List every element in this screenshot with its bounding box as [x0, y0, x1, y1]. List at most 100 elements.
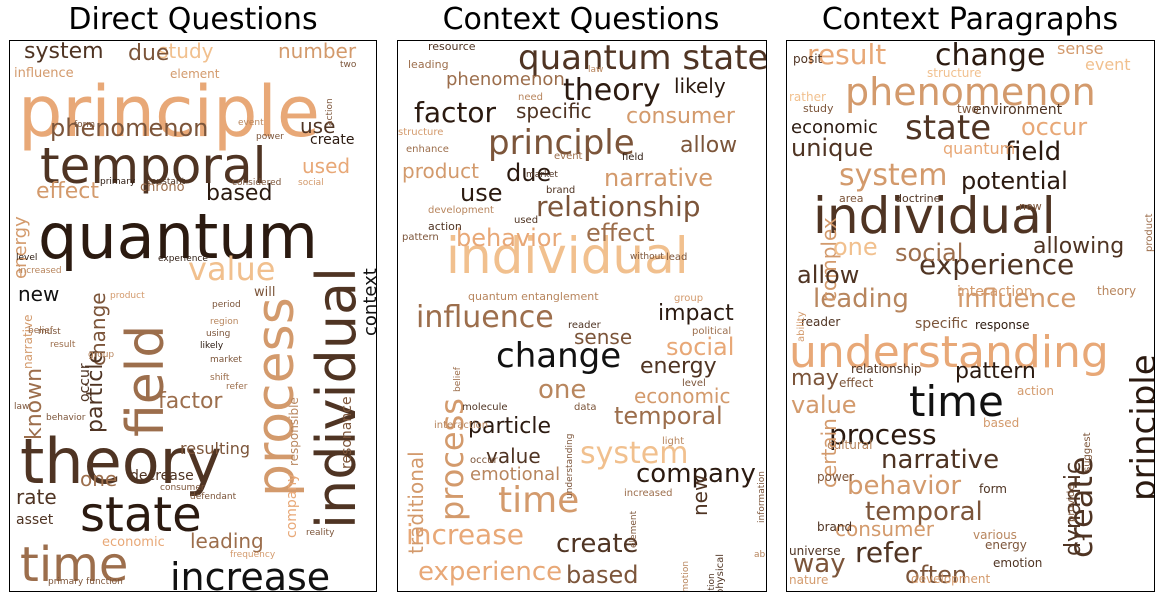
cloud-word: market [210, 355, 242, 365]
cloud-word: development [911, 572, 991, 586]
cloud-word: asset [16, 512, 54, 528]
cloud-area: principle quantum theory temporal individual… [10, 41, 376, 591]
cloud-word: emotional [470, 464, 561, 485]
cloud-word: leading [408, 58, 449, 71]
cloud-word: may [791, 366, 839, 391]
cloud-word: factor [158, 389, 223, 414]
cloud-word: consumer [835, 517, 935, 541]
cloud-word: market [526, 170, 558, 180]
panel-title-1: Direct Questions [68, 2, 318, 37]
cloud-word: suggest [1082, 432, 1093, 472]
cloud-word: increased [624, 488, 673, 499]
cloud-word: level [16, 253, 38, 263]
cloud-word: value [188, 250, 276, 288]
cloud-word: system [24, 40, 104, 64]
cloud-word: use [300, 114, 336, 138]
cloud-word: increased [18, 266, 62, 276]
cloud-word: area [839, 192, 864, 205]
cloud-word: behavior [456, 224, 562, 252]
cloud-word: brand [817, 520, 853, 534]
cloud-word: group [674, 293, 704, 304]
cloud-area: individual quantum state principle change th… [398, 41, 766, 591]
cloud-word: rate [16, 485, 57, 509]
cloud-word: power [817, 470, 855, 484]
cloud-word: theory [20, 425, 222, 498]
cloud-word: shift [210, 373, 230, 383]
cloud-word: two [340, 60, 357, 70]
cloud-word: number [278, 40, 357, 63]
cloud-word: system [580, 436, 689, 471]
cloud-word: field [116, 324, 176, 437]
cloud-word: political [692, 326, 732, 337]
cloud-word: based [206, 181, 273, 206]
cloud-word: physical [715, 554, 726, 592]
cloud-word: temporal [865, 497, 983, 527]
cloud-word: field [1005, 137, 1062, 167]
cloud-word: data [574, 402, 597, 413]
cloud-word: frequency [230, 550, 276, 560]
cloud-word: due [506, 159, 552, 187]
cloud-word: leading [813, 284, 909, 314]
cloud-word: law [588, 65, 604, 75]
cloud-word: narrative [604, 164, 713, 192]
cloud-word: theory [1097, 284, 1137, 298]
cloud-word: individual [305, 266, 368, 529]
cloud-word: temporal [614, 402, 723, 430]
cloud-word: influence [416, 300, 554, 335]
cloud-word: reader [801, 315, 841, 329]
cloud-word: economic [102, 535, 165, 550]
cloud-word: likely [674, 74, 726, 98]
word-cloud-context-paragraphs: understanding individual time phenomenon sta… [786, 40, 1155, 592]
cloud-word: change [935, 40, 1046, 73]
cloud-word: group [88, 350, 115, 360]
cloud-word: refer [226, 382, 248, 392]
cloud-word: belief [453, 367, 463, 392]
cloud-word: use [460, 179, 503, 207]
cloud-word: reality [306, 528, 335, 538]
cloud-word: primary [100, 177, 136, 187]
cloud-word: law [14, 402, 30, 412]
cloud-word: function [707, 573, 717, 592]
cloud-word: element [629, 510, 639, 548]
cloud-word: considered [232, 178, 282, 188]
cloud-word: phenomenon [845, 70, 1096, 114]
cloud-word: various [973, 528, 1017, 542]
cloud-word: impact [658, 301, 734, 326]
cloud-word: used [302, 154, 351, 178]
cloud-word: brand [546, 185, 576, 196]
cloud-word: region [210, 317, 239, 327]
cloud-word: using [206, 329, 231, 339]
cloud-word: event [1085, 55, 1131, 74]
cloud-word: need [518, 92, 543, 103]
cloud-word: lead [666, 252, 688, 263]
cloud-word: process [829, 418, 937, 451]
cloud-word: system [839, 158, 948, 193]
cloud-word: response [975, 318, 1030, 332]
cloud-word: universe [789, 544, 841, 558]
cloud-word: nature [789, 573, 829, 587]
cloud-word: allowing [1033, 234, 1125, 259]
cloud-word: create [556, 529, 639, 559]
cloud-word: will [254, 285, 276, 300]
cloud-word: consumer [626, 104, 735, 129]
cloud-word: leading [190, 529, 264, 553]
cloud-word: company [636, 459, 756, 489]
cloud-word: reader [568, 320, 601, 331]
cloud-word: temporal [40, 137, 267, 195]
cloud-word: consumer [160, 483, 205, 493]
cloud-word: structure [398, 127, 444, 138]
cloud-word: action [1017, 384, 1054, 398]
cloud-word: study [158, 40, 214, 63]
word-cloud-context-questions: individual quantum state principle change th… [397, 40, 767, 592]
cloud-word: time [909, 377, 1004, 426]
cloud-word: action [325, 98, 335, 126]
cloud-word: allow [680, 133, 738, 158]
cloud-word: one [80, 467, 118, 491]
cloud-word: narrative [881, 445, 1000, 475]
cloud-word: field [622, 152, 644, 163]
cloud-word: result [50, 340, 76, 350]
cloud-word: posit [793, 52, 823, 66]
cloud-word: resource [428, 40, 476, 53]
cloud-word: process [433, 398, 471, 521]
cloud-word: particle [468, 414, 551, 439]
